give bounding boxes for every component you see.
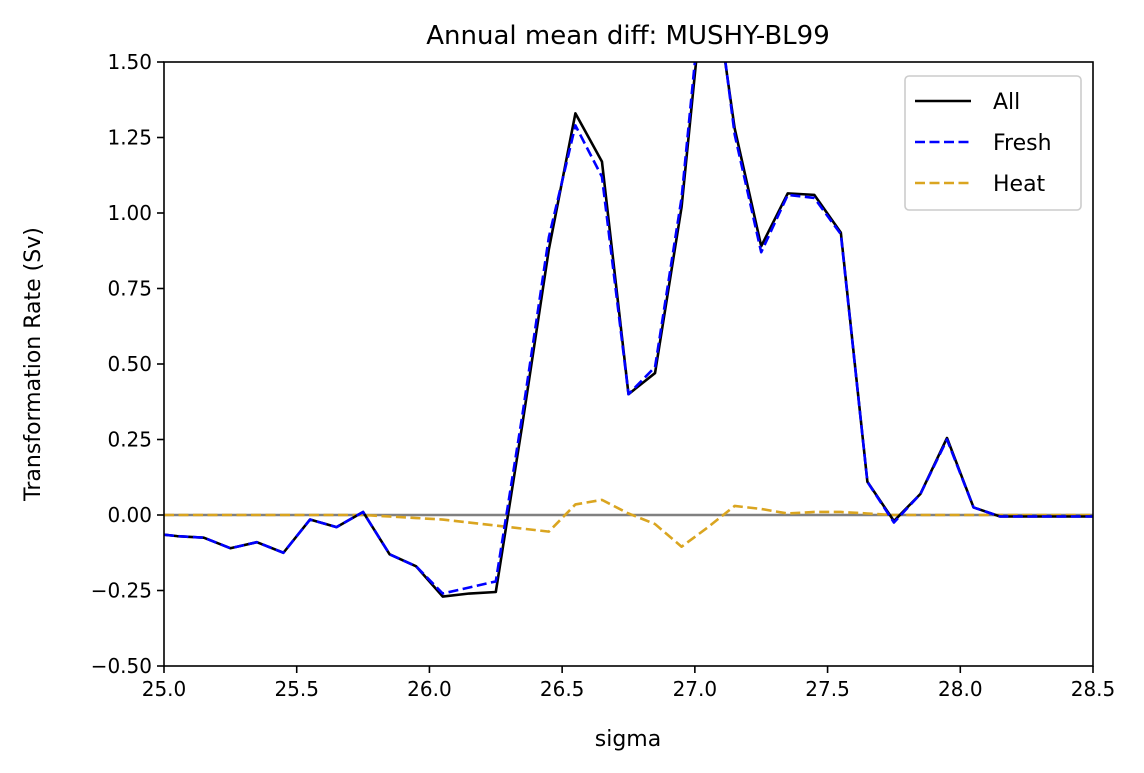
- series-line-heat: [164, 498, 1093, 549]
- x-axis-label: sigma: [595, 727, 661, 752]
- x-tick-label: 25.0: [142, 677, 187, 701]
- y-tick-label: 0.75: [107, 277, 152, 301]
- chart-title: Annual mean diff: MUSHY-BL99: [426, 21, 829, 51]
- legend: All Fresh Heat: [904, 75, 1082, 211]
- series-group: [164, 62, 1093, 598]
- x-tick-label: 28.5: [1071, 677, 1116, 701]
- y-axis-label: Transformation Rate (Sv): [21, 227, 46, 502]
- legend-label-heat: Heat: [993, 172, 1046, 197]
- y-tick-label: 1.25: [107, 126, 152, 150]
- x-tick-label: 27.0: [673, 677, 718, 701]
- y-axis: −0.50 −0.25 0.00 0.25 0.50 0.75 1.00 1.25 1.50: [91, 50, 164, 678]
- x-tick-label: 25.5: [274, 677, 319, 701]
- y-tick-label: 0.00: [107, 503, 152, 527]
- y-tick-label: −0.25: [91, 579, 152, 603]
- y-tick-label: 0.50: [107, 352, 152, 376]
- x-tick-label: 28.0: [938, 677, 983, 701]
- legend-label-fresh: Fresh: [993, 131, 1052, 156]
- x-tick-label: 27.5: [805, 677, 850, 701]
- series-line-fresh: [164, 62, 1093, 595]
- y-tick-label: 1.50: [107, 50, 152, 74]
- y-tick-label: 0.25: [107, 428, 152, 452]
- x-axis: 25.0 25.5 26.0 26.5 27.0 27.5 28.0 28.5: [142, 666, 1116, 701]
- y-tick-label: −0.50: [91, 654, 152, 678]
- x-tick-label: 26.5: [540, 677, 585, 701]
- y-tick-label: 1.00: [107, 201, 152, 225]
- legend-box: [904, 75, 1082, 211]
- legend-label-all: All: [993, 90, 1020, 115]
- x-tick-label: 26.0: [407, 677, 452, 701]
